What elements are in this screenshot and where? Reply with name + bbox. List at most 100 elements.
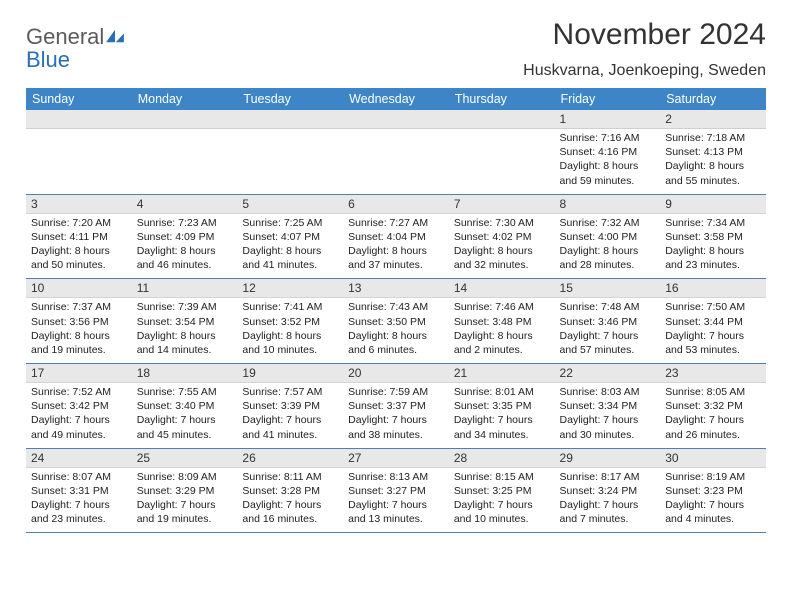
title-block: November 2024 Huskvarna, Joenkoeping, Sw… [523, 18, 766, 80]
brand-logo: General Blue [26, 18, 126, 72]
day-number: 21 [449, 364, 555, 383]
brand-blue: Blue [26, 47, 70, 72]
day-content: Sunrise: 8:07 AMSunset: 3:31 PMDaylight:… [26, 468, 132, 533]
day-content: Sunrise: 7:57 AMSunset: 3:39 PMDaylight:… [237, 383, 343, 448]
day-cell: Sunrise: 7:16 AMSunset: 4:16 PMDaylight:… [555, 129, 661, 195]
day-number: 29 [555, 449, 661, 468]
day-content: Sunrise: 7:48 AMSunset: 3:46 PMDaylight:… [555, 298, 661, 363]
day-number: 27 [343, 449, 449, 468]
empty-cell [132, 110, 238, 129]
day-content: Sunrise: 7:39 AMSunset: 3:54 PMDaylight:… [132, 298, 238, 363]
day-content: Sunrise: 8:01 AMSunset: 3:35 PMDaylight:… [449, 383, 555, 448]
day-cell: 25Sunrise: 8:09 AMSunset: 3:29 PMDayligh… [132, 448, 238, 533]
empty-cell [343, 110, 449, 129]
day-content: Sunrise: 8:11 AMSunset: 3:28 PMDaylight:… [237, 468, 343, 533]
day-content: Sunrise: 7:30 AMSunset: 4:02 PMDaylight:… [449, 214, 555, 279]
day-number: 11 [132, 279, 238, 298]
week-row: 24Sunrise: 8:07 AMSunset: 3:31 PMDayligh… [26, 448, 766, 533]
day-cell: 18Sunrise: 7:55 AMSunset: 3:40 PMDayligh… [132, 364, 238, 449]
day-content: Sunrise: 7:25 AMSunset: 4:07 PMDaylight:… [237, 214, 343, 279]
empty-cell [449, 129, 555, 195]
day-number: 18 [132, 364, 238, 383]
day-number: 20 [343, 364, 449, 383]
day-number: 25 [132, 449, 238, 468]
day-number: 16 [660, 279, 766, 298]
spacer-row: 12 [26, 110, 766, 129]
empty-cell [237, 110, 343, 129]
day-cell: 30Sunrise: 8:19 AMSunset: 3:23 PMDayligh… [660, 448, 766, 533]
empty-cell [449, 110, 555, 129]
weekday-header-row: SundayMondayTuesdayWednesdayThursdayFrid… [26, 88, 766, 110]
day-cell: 10Sunrise: 7:37 AMSunset: 3:56 PMDayligh… [26, 279, 132, 364]
day-content: Sunrise: 8:13 AMSunset: 3:27 PMDaylight:… [343, 468, 449, 533]
day-cell: 15Sunrise: 7:48 AMSunset: 3:46 PMDayligh… [555, 279, 661, 364]
day-number: 13 [343, 279, 449, 298]
day-number: 3 [26, 195, 132, 214]
weekday-header: Thursday [449, 88, 555, 110]
empty-cell [26, 110, 132, 129]
day-cell: 5Sunrise: 7:25 AMSunset: 4:07 PMDaylight… [237, 194, 343, 279]
day-number: 9 [660, 195, 766, 214]
day-number: 5 [237, 195, 343, 214]
day-cell: 28Sunrise: 8:15 AMSunset: 3:25 PMDayligh… [449, 448, 555, 533]
day-content: Sunrise: 7:46 AMSunset: 3:48 PMDaylight:… [449, 298, 555, 363]
brand-general: General [26, 24, 104, 49]
day-number: 4 [132, 195, 238, 214]
day-cell: 27Sunrise: 8:13 AMSunset: 3:27 PMDayligh… [343, 448, 449, 533]
day-content: Sunrise: 7:34 AMSunset: 3:58 PMDaylight:… [660, 214, 766, 279]
day-number: 24 [26, 449, 132, 468]
day-number: 12 [237, 279, 343, 298]
day-content: Sunrise: 7:16 AMSunset: 4:16 PMDaylight:… [555, 129, 661, 194]
day-number: 23 [660, 364, 766, 383]
day-number: 1 [555, 110, 661, 129]
day-number: 15 [555, 279, 661, 298]
day-content: Sunrise: 7:55 AMSunset: 3:40 PMDaylight:… [132, 383, 238, 448]
day-cell: 9Sunrise: 7:34 AMSunset: 3:58 PMDaylight… [660, 194, 766, 279]
day-cell: 23Sunrise: 8:05 AMSunset: 3:32 PMDayligh… [660, 364, 766, 449]
day-cell: 29Sunrise: 8:17 AMSunset: 3:24 PMDayligh… [555, 448, 661, 533]
day-number: 2 [660, 110, 766, 129]
day-number: 10 [26, 279, 132, 298]
week-row: 3Sunrise: 7:20 AMSunset: 4:11 PMDaylight… [26, 194, 766, 279]
day-content: Sunrise: 7:50 AMSunset: 3:44 PMDaylight:… [660, 298, 766, 363]
day-content: Sunrise: 7:27 AMSunset: 4:04 PMDaylight:… [343, 214, 449, 279]
day-number: 7 [449, 195, 555, 214]
week-row: Sunrise: 7:16 AMSunset: 4:16 PMDaylight:… [26, 129, 766, 195]
day-number: 8 [555, 195, 661, 214]
day-cell: 26Sunrise: 8:11 AMSunset: 3:28 PMDayligh… [237, 448, 343, 533]
day-cell: 12Sunrise: 7:41 AMSunset: 3:52 PMDayligh… [237, 279, 343, 364]
day-cell: 22Sunrise: 8:03 AMSunset: 3:34 PMDayligh… [555, 364, 661, 449]
location-text: Huskvarna, Joenkoeping, Sweden [523, 62, 766, 80]
weekday-header: Wednesday [343, 88, 449, 110]
day-cell: 20Sunrise: 7:59 AMSunset: 3:37 PMDayligh… [343, 364, 449, 449]
day-number: 19 [237, 364, 343, 383]
empty-cell [26, 129, 132, 195]
day-content: Sunrise: 8:03 AMSunset: 3:34 PMDaylight:… [555, 383, 661, 448]
calendar-body: 12Sunrise: 7:16 AMSunset: 4:16 PMDayligh… [26, 110, 766, 533]
day-content: Sunrise: 8:05 AMSunset: 3:32 PMDaylight:… [660, 383, 766, 448]
empty-cell [343, 129, 449, 195]
weekday-header: Friday [555, 88, 661, 110]
day-cell: 4Sunrise: 7:23 AMSunset: 4:09 PMDaylight… [132, 194, 238, 279]
day-number: 14 [449, 279, 555, 298]
week-row: 17Sunrise: 7:52 AMSunset: 3:42 PMDayligh… [26, 364, 766, 449]
calendar-table: SundayMondayTuesdayWednesdayThursdayFrid… [26, 88, 766, 533]
day-content: Sunrise: 7:18 AMSunset: 4:13 PMDaylight:… [660, 129, 766, 194]
day-cell: 6Sunrise: 7:27 AMSunset: 4:04 PMDaylight… [343, 194, 449, 279]
empty-cell [237, 129, 343, 195]
day-cell: 13Sunrise: 7:43 AMSunset: 3:50 PMDayligh… [343, 279, 449, 364]
day-cell: 19Sunrise: 7:57 AMSunset: 3:39 PMDayligh… [237, 364, 343, 449]
day-content: Sunrise: 7:59 AMSunset: 3:37 PMDaylight:… [343, 383, 449, 448]
page-header: General Blue November 2024 Huskvarna, Jo… [26, 18, 766, 80]
day-content: Sunrise: 7:43 AMSunset: 3:50 PMDaylight:… [343, 298, 449, 363]
week-row: 10Sunrise: 7:37 AMSunset: 3:56 PMDayligh… [26, 279, 766, 364]
day-cell: 7Sunrise: 7:30 AMSunset: 4:02 PMDaylight… [449, 194, 555, 279]
page-title: November 2024 [523, 18, 766, 52]
sail-icon [104, 28, 126, 44]
day-cell: 3Sunrise: 7:20 AMSunset: 4:11 PMDaylight… [26, 194, 132, 279]
day-number: 28 [449, 449, 555, 468]
day-cell: 17Sunrise: 7:52 AMSunset: 3:42 PMDayligh… [26, 364, 132, 449]
day-content: Sunrise: 8:19 AMSunset: 3:23 PMDaylight:… [660, 468, 766, 533]
day-content: Sunrise: 7:23 AMSunset: 4:09 PMDaylight:… [132, 214, 238, 279]
day-number: 30 [660, 449, 766, 468]
